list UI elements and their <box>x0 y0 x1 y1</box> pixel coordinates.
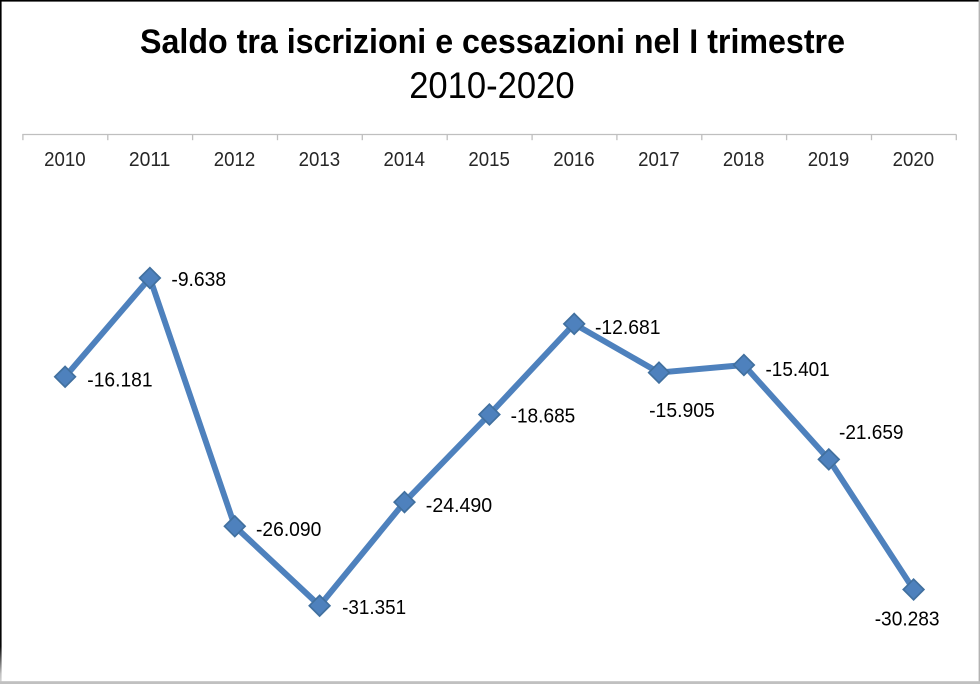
svg-text:2010: 2010 <box>44 148 86 171</box>
svg-text:2010-2020: 2010-2020 <box>409 65 574 106</box>
svg-text:2012: 2012 <box>214 148 256 171</box>
svg-text:-30.283: -30.283 <box>875 609 940 631</box>
svg-text:-26.090: -26.090 <box>256 519 321 541</box>
svg-text:-31.351: -31.351 <box>342 597 406 619</box>
svg-text:2019: 2019 <box>808 148 850 171</box>
svg-text:-15.905: -15.905 <box>649 400 715 422</box>
svg-text:-18.685: -18.685 <box>511 406 576 428</box>
svg-text:2017: 2017 <box>638 148 680 171</box>
svg-text:2013: 2013 <box>299 148 341 171</box>
svg-text:-12.681: -12.681 <box>595 317 661 339</box>
svg-text:2018: 2018 <box>723 148 765 171</box>
svg-text:-21.659: -21.659 <box>839 422 904 444</box>
svg-text:-9.638: -9.638 <box>171 269 226 291</box>
svg-text:-24.490: -24.490 <box>426 495 492 517</box>
svg-text:-15.401: -15.401 <box>766 359 830 381</box>
svg-text:2011: 2011 <box>129 148 171 171</box>
svg-text:2020: 2020 <box>893 148 935 171</box>
svg-text:2016: 2016 <box>553 148 595 171</box>
svg-text:2015: 2015 <box>468 148 510 171</box>
svg-text:2014: 2014 <box>384 148 426 171</box>
svg-text:Saldo tra iscrizioni e cessazi: Saldo tra iscrizioni e cessazioni nel I … <box>140 23 845 61</box>
svg-text:-16.181: -16.181 <box>87 370 152 392</box>
